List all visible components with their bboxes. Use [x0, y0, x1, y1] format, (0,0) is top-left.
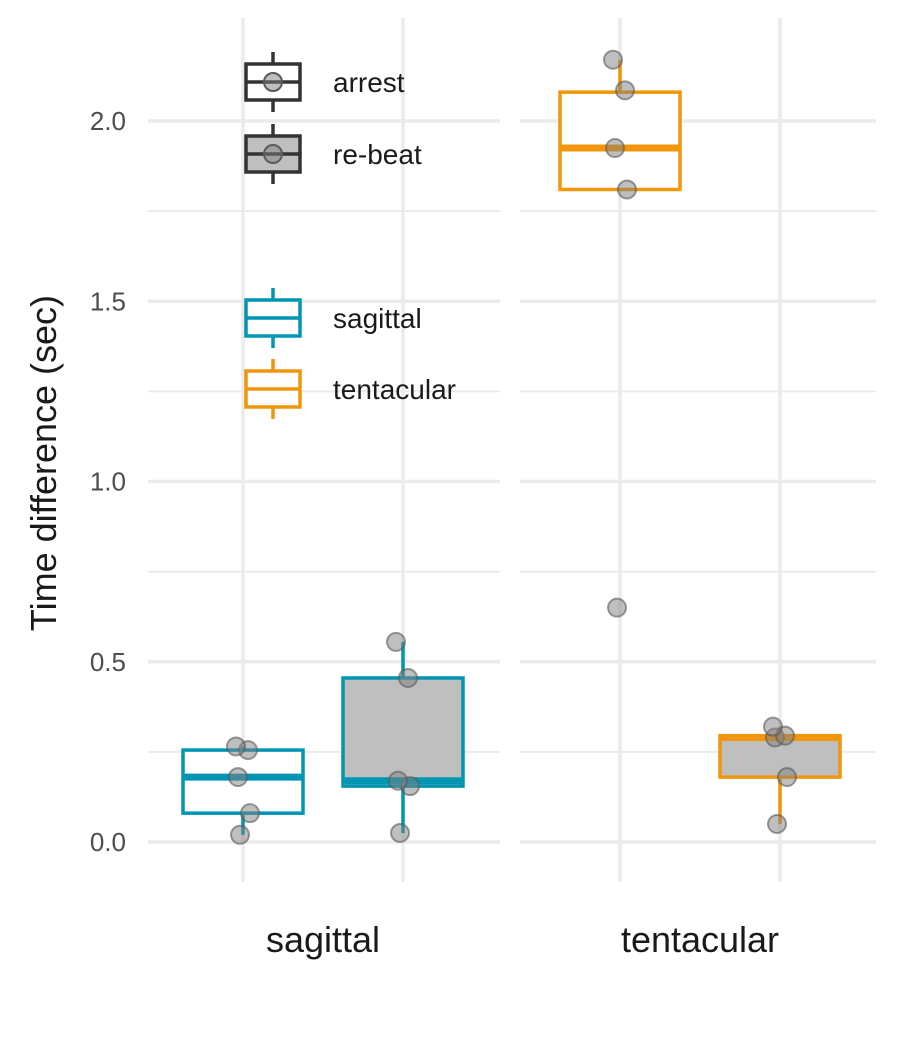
- data-point: [777, 767, 797, 788]
- data-point: [767, 813, 787, 834]
- data-point: [607, 597, 627, 618]
- panel-strip-labels: sagittal tentacular: [266, 919, 779, 960]
- legend-label: sagittal: [333, 303, 422, 334]
- panel-label: tentacular: [621, 919, 779, 960]
- y-axis-title: Time difference (sec): [23, 295, 64, 631]
- data-point: [398, 667, 418, 688]
- legend-item: sagittal: [244, 288, 422, 348]
- data-point: [615, 80, 635, 101]
- box-body: [341, 676, 465, 788]
- legend-item: re-beat: [244, 124, 422, 184]
- y-tick-label: 0.5: [90, 647, 126, 677]
- data-points: [226, 49, 797, 845]
- data-point: [388, 770, 408, 791]
- data-point: [386, 631, 406, 652]
- box-sagittal-re-beat: [341, 641, 465, 833]
- legend-label: tentacular: [333, 374, 456, 405]
- data-point: [617, 179, 637, 200]
- data-point: [605, 138, 625, 159]
- y-tick-label: 1.5: [90, 286, 126, 316]
- legend-item: tentacular: [244, 359, 456, 419]
- data-point: [390, 822, 410, 843]
- box-sagittal-arrest: [181, 746, 305, 835]
- data-point: [240, 803, 260, 824]
- data-point: [230, 824, 250, 845]
- box-plots: [181, 59, 842, 835]
- y-tick-label: 1.0: [90, 467, 126, 497]
- legend-key-point: [263, 72, 283, 92]
- data-point: [226, 736, 246, 757]
- box-tentacular-arrest: [558, 59, 682, 192]
- y-tick-label: 0.0: [90, 827, 126, 857]
- legend-label: re-beat: [333, 139, 422, 170]
- panel-label: sagittal: [266, 919, 380, 960]
- legend-key-point: [263, 144, 283, 164]
- legend-label: arrest: [333, 67, 405, 98]
- legend-item: arrest: [244, 52, 405, 112]
- data-point: [603, 49, 623, 70]
- y-axis-tick-labels: 0.0 0.5 1.0 1.5 2.0: [90, 106, 126, 857]
- data-point: [228, 767, 248, 788]
- data-point: [763, 716, 783, 737]
- legend: arrest re-beat sagittal tentacular: [244, 52, 456, 419]
- y-tick-label: 2.0: [90, 106, 126, 136]
